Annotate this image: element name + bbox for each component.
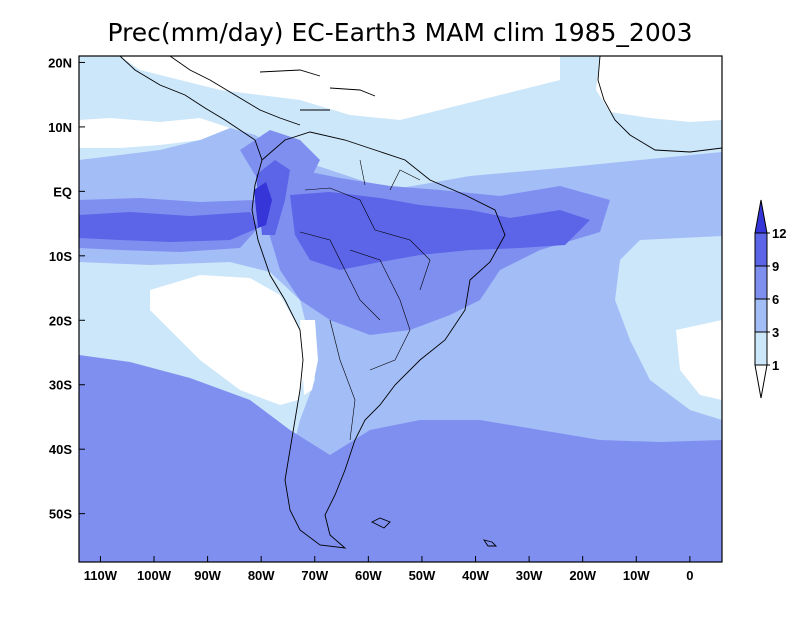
y-tick-label: 10S xyxy=(49,249,72,264)
y-tick-label: EQ xyxy=(53,184,72,199)
colorbar-segment xyxy=(754,298,768,333)
colorbar-label: 9 xyxy=(772,259,779,274)
colorbar-extend-low xyxy=(754,364,768,399)
x-tick-label: 30W xyxy=(516,568,543,583)
south-america-coastline xyxy=(251,131,506,549)
x-tick-label: 70W xyxy=(301,568,328,583)
x-tick-label: 50W xyxy=(409,568,436,583)
y-tick-label: 30S xyxy=(49,378,72,393)
central-america-coastline xyxy=(119,56,263,161)
colorbar-segment xyxy=(754,265,768,300)
x-tick-label: 60W xyxy=(355,568,382,583)
field-below-1-southeast-pacific xyxy=(150,275,305,405)
field-below-1-caribbean xyxy=(120,56,560,120)
x-tick-label: 20W xyxy=(569,568,596,583)
y-tick-label: 50S xyxy=(49,507,72,522)
x-tick-label: 10W xyxy=(623,568,650,583)
colorbar-segment xyxy=(754,232,768,267)
y-tick-label: 20S xyxy=(49,313,72,328)
precipitation-field xyxy=(79,56,722,562)
x-tick-label: 40W xyxy=(462,568,489,583)
field-c6-9-colombia xyxy=(240,130,320,185)
field-below-1-west-africa-sahel xyxy=(596,56,722,122)
x-tick-label: 80W xyxy=(248,568,275,583)
field-below-1-atacama xyxy=(300,320,318,395)
map-title: Prec(mm/day) EC-Earth3 MAM clim 1985_200… xyxy=(107,18,692,47)
colorbar-label: 1 xyxy=(772,358,779,373)
x-tick-label: 0 xyxy=(686,568,693,583)
x-tick-label: 100W xyxy=(137,568,172,583)
falkland-islands xyxy=(370,517,391,529)
colorbar-label: 12 xyxy=(772,226,786,241)
south-georgia xyxy=(482,539,498,547)
caribbean-islands xyxy=(259,69,376,111)
colorbar-label: 3 xyxy=(772,325,779,340)
africa-coastline xyxy=(597,56,722,153)
colorbar-extend-high xyxy=(754,199,768,234)
colorbar: 1 3 6 9 12 xyxy=(754,199,786,399)
y-axis: 20N 10N EQ 10S 20S 30S 40S 50S xyxy=(48,55,85,522)
field-above-12-ecuador xyxy=(254,182,272,228)
x-tick-label: 90W xyxy=(194,568,221,583)
x-tick-label: 110W xyxy=(84,568,118,583)
field-below-1-north-pacific xyxy=(79,118,230,148)
y-tick-label: 20N xyxy=(48,55,72,70)
y-tick-label: 40S xyxy=(49,442,72,457)
field-c9-12-itcz-core xyxy=(79,212,258,242)
x-axis: 110W 100W 90W 80W 70W 60W 50W 40W 30W 20W 10W 0 xyxy=(84,556,693,583)
colorbar-segment xyxy=(754,331,768,366)
colorbar-label: 6 xyxy=(772,292,779,307)
country-borders xyxy=(299,159,431,441)
coastlines xyxy=(119,56,722,549)
field-below-1-south-atlantic xyxy=(676,320,722,400)
field-c6-9-south-atlantic-band xyxy=(79,355,722,562)
field-c9-12-amazon-core xyxy=(290,192,590,270)
y-tick-label: 10N xyxy=(48,120,72,135)
plot-frame xyxy=(78,55,723,563)
central-america-north-coast xyxy=(169,56,301,126)
